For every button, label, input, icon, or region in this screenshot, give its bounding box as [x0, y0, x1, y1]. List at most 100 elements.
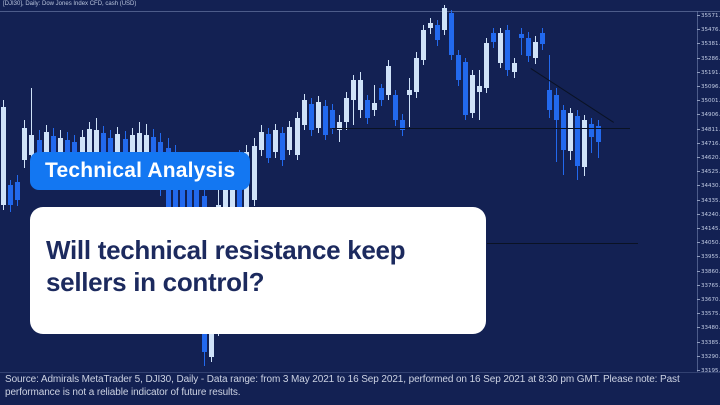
candle-body [259, 132, 264, 150]
headline-line-1: Will technical resistance keep [46, 235, 406, 265]
candle-body [414, 58, 419, 92]
price-axis-label: 34811.05 [701, 125, 720, 133]
candle-body [519, 34, 524, 38]
headline-card: Will technical resistance keep sellers i… [30, 207, 486, 334]
candle-body [575, 116, 580, 166]
candle-body [309, 104, 314, 130]
candle-body [15, 182, 20, 200]
candle-body [287, 127, 292, 150]
candle-body [337, 122, 342, 130]
resistance-line [332, 128, 630, 129]
price-axis-label: 34620.95 [701, 154, 720, 161]
source-line-1: Source: Admirals MetaTrader 5, DJI30, Da… [5, 374, 680, 385]
candle-body [351, 80, 356, 100]
source-disclaimer: Source: Admirals MetaTrader 5, DJI30, Da… [5, 373, 717, 399]
price-axis-label: 33575.40 [701, 310, 720, 317]
candle-body [323, 106, 328, 135]
candle-body [400, 120, 405, 130]
price-axis-tick [697, 242, 700, 244]
price-axis-label: 34145.70 [701, 225, 720, 232]
price-axis-label: 34906.10 [701, 111, 720, 119]
chart-window-title: [DJI30], Daily: Dow Jones Index CFD, cas… [3, 1, 137, 7]
candle-body [505, 30, 510, 70]
candle-body [470, 75, 475, 113]
candle-body [533, 42, 538, 58]
price-axis-label: 34430.85 [701, 182, 720, 190]
price-axis-label: 35096.20 [701, 83, 720, 90]
price-axis-tick [697, 213, 700, 215]
price-axis-label: 33480.35 [701, 324, 720, 332]
price-axis-tick [697, 370, 700, 371]
price-axis-label: 35381.35 [701, 40, 720, 48]
price-axis-label: 33385.30 [701, 338, 720, 346]
price-axis-tick [697, 57, 700, 59]
price-axis-tick [697, 114, 700, 116]
price-axis-label: 34716.00 [701, 140, 720, 147]
price-axis-label: 33670.45 [701, 296, 720, 303]
candle-body [596, 126, 601, 142]
candle-body [512, 63, 517, 72]
candle-body [330, 110, 335, 128]
price-axis-label: 33290.25 [701, 353, 720, 360]
candle-body [94, 130, 99, 158]
price-axis-tick [697, 29, 700, 31]
candle-body [589, 124, 594, 137]
candle-body [554, 95, 559, 120]
candle-body [379, 88, 384, 100]
price-axis-label: 34335.80 [701, 196, 720, 204]
price-axis-tick [697, 100, 700, 102]
price-axis-tick [697, 355, 700, 357]
candle-body [442, 8, 447, 30]
candle-body [29, 135, 34, 155]
price-axis-separator [697, 11, 698, 372]
price-axis-tick [697, 284, 700, 286]
price-axis-tick [697, 128, 700, 130]
candle-body [421, 30, 426, 60]
candle-body [87, 129, 92, 160]
price-axis-tick [697, 256, 700, 258]
price-axis-tick [697, 313, 700, 315]
candle-wick [409, 78, 410, 127]
candle-body [8, 185, 13, 205]
candle-wick [556, 88, 557, 162]
candle-wick [353, 75, 354, 125]
source-line-2: performance is not a reliable indicator … [5, 387, 241, 398]
price-axis-label: 33765.50 [701, 282, 720, 289]
candle-body [344, 98, 349, 122]
price-axis-label: 35286.30 [701, 54, 720, 62]
candle-wick [479, 70, 480, 120]
candle-body [526, 38, 531, 56]
candle-body [484, 43, 489, 88]
candle-body [144, 135, 149, 155]
candle-body [237, 160, 242, 240]
price-axis-label: 34240.75 [701, 211, 720, 218]
price-axis-label: 33955.60 [701, 253, 720, 261]
candle-wick [521, 28, 522, 55]
candle-body [244, 152, 249, 225]
candle-body [456, 55, 461, 80]
candle-body [280, 133, 285, 160]
candle-wick [549, 55, 550, 118]
price-axis-tick [697, 199, 700, 201]
candle-body [393, 95, 398, 120]
candle-body [540, 33, 545, 44]
candle-body [273, 130, 278, 152]
candle-body [365, 100, 370, 118]
support-line [487, 243, 638, 244]
candle-body [463, 62, 468, 115]
price-axis-tick [697, 341, 700, 343]
price-axis-label: 35191.25 [701, 69, 720, 76]
price-axis-tick [697, 299, 700, 300]
candle-body [407, 90, 412, 95]
candle-body [477, 86, 482, 92]
category-badge-label: Technical Analysis [45, 159, 236, 182]
candle-body [561, 110, 566, 150]
price-axis-tick [697, 171, 700, 173]
price-axis-label: 35476.40 [701, 26, 720, 33]
chart-top-border [0, 11, 720, 12]
candle-body [491, 33, 496, 42]
price-axis-label: 34050.65 [701, 239, 720, 246]
candle-body [316, 102, 321, 128]
